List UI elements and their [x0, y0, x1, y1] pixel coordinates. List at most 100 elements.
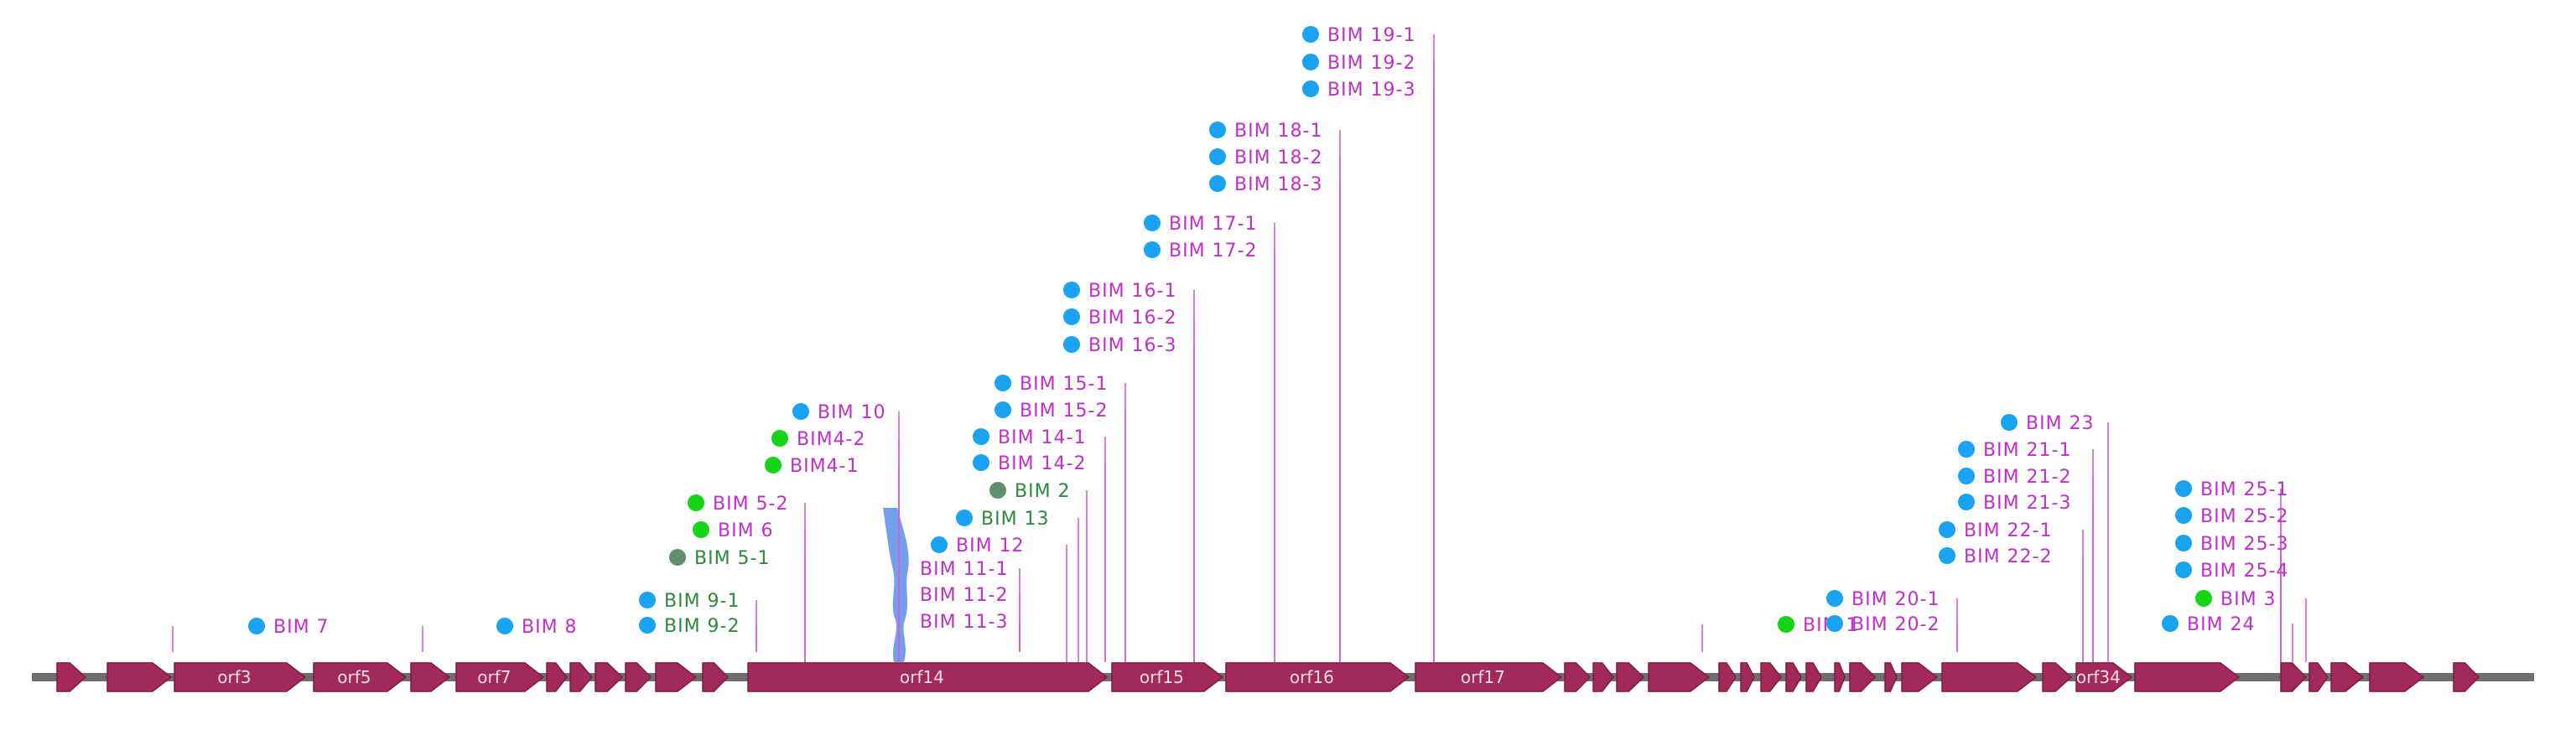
site-label: BIM 6 — [718, 520, 774, 541]
site-dot — [693, 521, 709, 538]
site-label: BIM 19-2 — [1327, 53, 1416, 74]
site-label: BIM 2 — [1015, 481, 1071, 502]
site-label: BIM 10 — [818, 402, 886, 423]
site-label: BIM 20-1 — [1852, 589, 1940, 610]
site-dot — [1063, 282, 1080, 298]
gene-label: orf7 — [477, 667, 511, 687]
site-label: BIM 19-1 — [1327, 25, 1416, 46]
site-dot — [956, 510, 973, 526]
gene-arrow — [1415, 662, 1563, 692]
gene-arrow — [2453, 662, 2480, 692]
gene-arrow — [1648, 662, 1711, 692]
gene-label: orf17 — [1461, 667, 1505, 687]
gene-arrow — [1718, 662, 1737, 692]
gene-arrow — [1805, 662, 1822, 692]
gene-arrow — [1225, 662, 1410, 692]
gene-arrow — [2075, 662, 2133, 692]
gene-arrow — [1884, 662, 1898, 692]
site-dot — [995, 401, 1011, 418]
site-label: BIM 7 — [273, 617, 330, 638]
site-dot — [765, 457, 782, 473]
site-label: BIM 17-2 — [1169, 241, 1258, 261]
gene-arrow — [1564, 662, 1592, 692]
site-dot — [1063, 308, 1080, 325]
gene-label: orf3 — [217, 667, 251, 687]
site-label: BIM 18-3 — [1234, 174, 1323, 195]
site-dot — [1958, 441, 1975, 458]
site-dot — [1302, 26, 1319, 43]
site-label: BIM 25-1 — [2200, 479, 2289, 500]
gene-arrow — [1616, 662, 1645, 692]
site-label: BIM 11-2 — [920, 585, 1009, 606]
bim10-insertion-marker — [883, 508, 909, 662]
site-dot — [1302, 80, 1319, 97]
site-dot — [1778, 616, 1794, 633]
gene-arrow — [747, 662, 1109, 692]
site-dot — [1063, 336, 1080, 353]
site-label: BIM 9-2 — [664, 616, 740, 637]
site-label: BIM 21-3 — [1983, 493, 2072, 514]
site-label: BIM 11-3 — [920, 612, 1009, 633]
site-dot — [1144, 215, 1161, 231]
site-label: BIM 9-1 — [664, 591, 740, 612]
site-label: BIM 15-2 — [1020, 401, 1109, 422]
gene-arrow — [2309, 662, 2329, 692]
gene-arrow — [1941, 662, 2038, 692]
site-dot — [771, 430, 788, 447]
gene-arrow — [1760, 662, 1782, 692]
site-dot — [639, 617, 656, 634]
gene-arrow — [2330, 662, 2365, 692]
site-label: BIM 3 — [2220, 589, 2277, 610]
gene-arrow — [2042, 662, 2073, 692]
site-label: BIM 19-3 — [1327, 80, 1416, 101]
site-label: BIM 14-2 — [998, 453, 1087, 474]
site-label: BIM 20-2 — [1852, 614, 1940, 635]
site-label: BIM 16-3 — [1088, 335, 1177, 356]
site-dot — [2175, 507, 2192, 524]
site-dot — [2175, 535, 2192, 551]
gene-arrow — [595, 662, 624, 692]
gene-arrow — [1849, 662, 1877, 692]
site-dot — [931, 536, 948, 553]
gene-arrow — [56, 662, 87, 692]
site-dot — [1958, 468, 1975, 484]
gene-arrow — [569, 662, 593, 692]
site-label: BIM 18-1 — [1234, 121, 1323, 142]
site-dot — [1939, 547, 1955, 564]
site-dot — [1826, 615, 1843, 632]
site-label: BIM 25-4 — [2200, 561, 2289, 582]
site-dot — [1958, 494, 1975, 510]
site-label: BIM 22-2 — [1964, 546, 2053, 567]
gene-label: orf5 — [337, 667, 371, 687]
site-dot — [669, 549, 686, 566]
site-dot — [2195, 590, 2212, 607]
site-label: BIM 21-1 — [1983, 440, 2072, 461]
site-label: BIM 13 — [981, 509, 1050, 530]
site-dot — [1826, 590, 1843, 607]
gene-arrow — [174, 662, 307, 692]
site-label: BIM4-1 — [790, 456, 860, 477]
site-dot — [688, 494, 704, 511]
site-dot — [2162, 615, 2179, 632]
site-label: BIM 8 — [522, 617, 578, 638]
gene-arrow — [1740, 662, 1755, 692]
gene-label: orf34 — [2076, 667, 2121, 687]
site-dot — [2001, 414, 2018, 431]
site-dot — [496, 618, 513, 634]
gene-arrow — [655, 662, 698, 692]
site-dot — [639, 592, 656, 608]
site-label: BIM4-2 — [797, 429, 866, 450]
site-dot — [1209, 122, 1226, 138]
site-label: BIM 16-1 — [1088, 281, 1177, 302]
leader-lines — [172, 34, 2307, 662]
site-label: BIM 21-2 — [1983, 467, 2072, 488]
site-label: BIM 17-1 — [1169, 214, 1258, 235]
site-dot — [973, 428, 989, 445]
site-label: BIM 24 — [2187, 614, 2256, 635]
gene-arrow — [1834, 662, 1846, 692]
site-dot — [1302, 54, 1319, 70]
gene-arrow — [1785, 662, 1802, 692]
site-label: BIM 5-2 — [713, 494, 789, 515]
site-label: BIM 25-2 — [2200, 506, 2289, 527]
